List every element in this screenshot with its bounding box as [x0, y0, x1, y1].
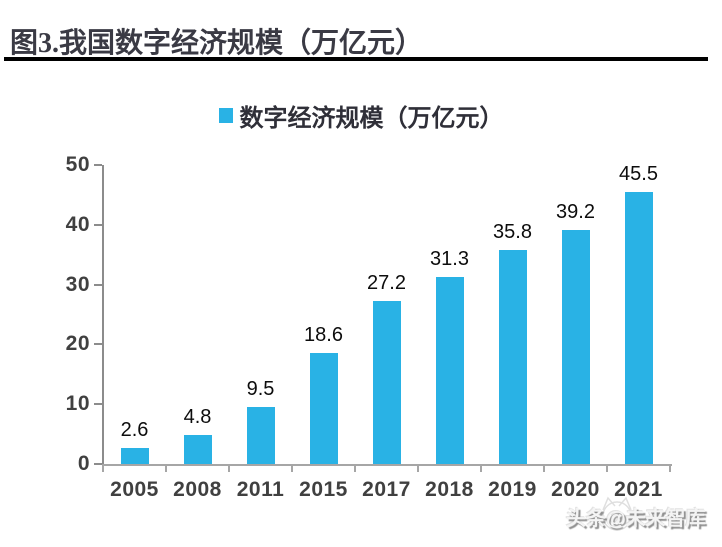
legend-label: 数字经济规模（万亿元）	[239, 104, 504, 132]
x-axis-tick	[354, 466, 356, 472]
x-axis-category-label-2015: 2015	[299, 478, 348, 501]
x-axis-tick	[669, 466, 671, 472]
bar-value-label-2019: 35.8	[493, 220, 532, 243]
x-axis-category-label-2011: 2011	[236, 478, 285, 501]
x-axis-category-label-2017: 2017	[362, 478, 411, 501]
bar-2011	[246, 407, 275, 464]
bar-value-label-2020: 39.2	[556, 200, 595, 223]
bar-value-label-2015: 18.6	[304, 323, 343, 346]
y-axis-tick	[94, 403, 102, 406]
bar-2021	[624, 191, 653, 464]
x-axis-tick	[165, 466, 167, 472]
bar-value-label-2005: 2.6	[120, 419, 149, 442]
x-axis-category-label-2019: 2019	[488, 478, 537, 501]
x-axis-category-label-2008: 2008	[173, 478, 222, 501]
x-axis-tick	[228, 466, 230, 472]
figure-title: 图3.我国数字经济规模（万亿元）	[10, 28, 424, 59]
y-axis-tick-label: 40	[65, 212, 90, 236]
x-axis-line	[102, 464, 672, 466]
bar-value-label-2018: 31.3	[430, 247, 469, 270]
watermark-text: 头条@未来智库	[566, 508, 706, 530]
bar-value-label-2021: 45.5	[619, 162, 658, 185]
bar-2005	[120, 448, 149, 464]
x-axis-category-label-2005: 2005	[110, 478, 159, 501]
x-axis-category-label-2021: 2021	[614, 478, 663, 501]
x-axis-tick	[291, 466, 293, 472]
y-axis-tick-label: 20	[65, 332, 90, 356]
x-axis-tick	[606, 466, 608, 472]
bar-value-label-2008: 4.8	[183, 406, 212, 429]
y-axis-tick	[94, 463, 102, 465]
bar-value-label-2017: 27.2	[367, 272, 406, 295]
y-axis-tick	[94, 343, 102, 346]
x-axis-tick	[480, 466, 482, 472]
y-axis-tick	[94, 164, 102, 166]
bar-2017	[372, 301, 401, 464]
y-axis-tick-label: 50	[65, 153, 90, 176]
toutiao-cat-logo-icon	[602, 496, 632, 531]
y-axis-tick-label: 0	[77, 452, 90, 475]
legend-swatch-icon	[218, 107, 233, 123]
bar-2015	[309, 352, 338, 464]
y-axis-tick	[94, 223, 102, 226]
x-axis-tick	[543, 466, 545, 472]
x-axis-tick	[102, 466, 104, 472]
bar-value-label-2011: 9.5	[246, 378, 275, 401]
y-axis-tick	[94, 283, 102, 286]
bar-2019	[498, 249, 527, 464]
title-underline	[4, 57, 708, 61]
y-axis-tick-label: 30	[65, 272, 90, 296]
bar-2008	[183, 435, 212, 464]
chart-legend: 数字经济规模（万亿元）	[0, 102, 722, 132]
y-axis-line	[102, 165, 104, 466]
bar-2018	[435, 276, 464, 464]
x-axis-category-label-2020: 2020	[551, 478, 600, 501]
y-axis-tick-label: 10	[65, 392, 90, 416]
x-axis-tick	[417, 466, 419, 472]
bar-2020	[561, 229, 590, 464]
x-axis-category-label-2018: 2018	[425, 478, 474, 501]
